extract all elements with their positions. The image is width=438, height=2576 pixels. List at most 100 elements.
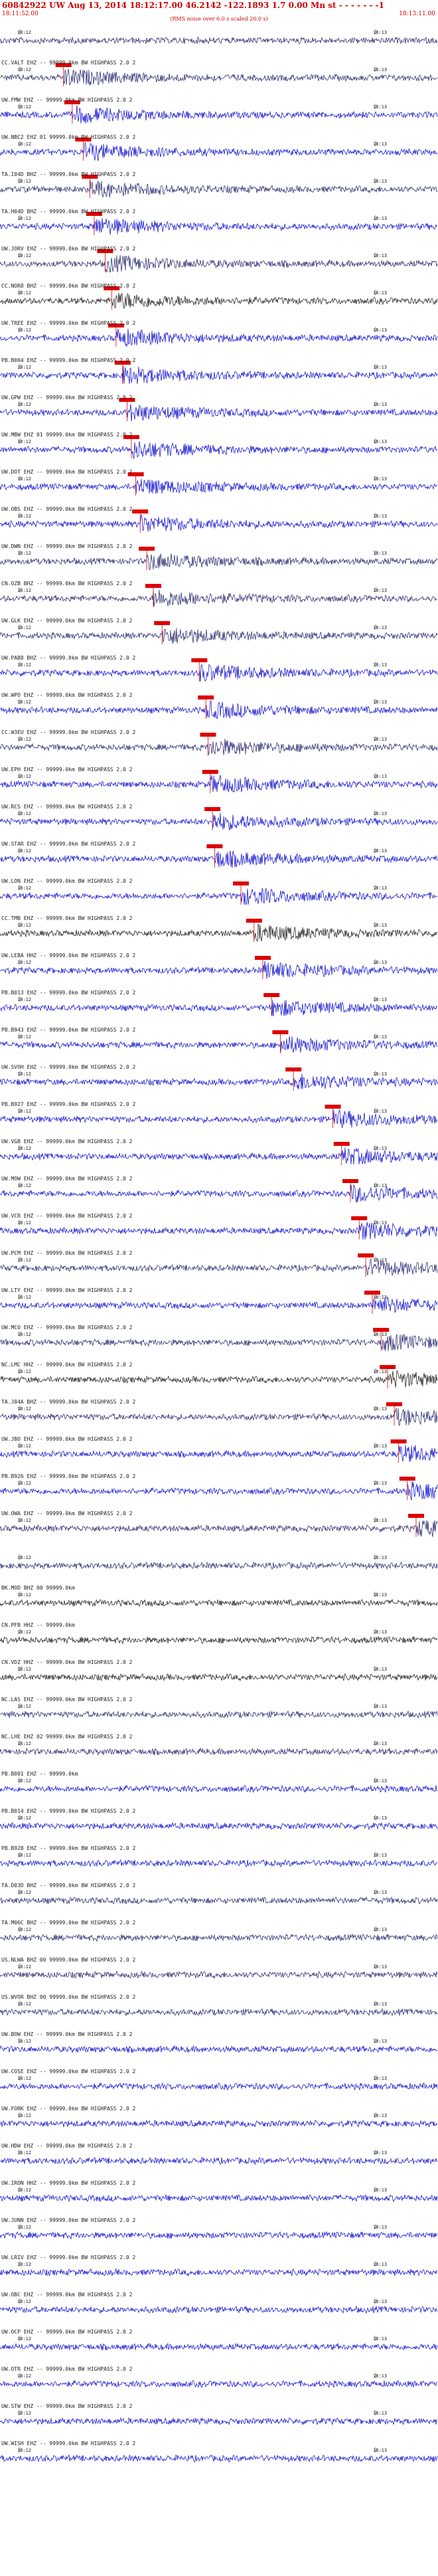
phase-pick-marker (263, 993, 280, 997)
waveform-line (0, 1635, 438, 1645)
waveform-line (0, 1970, 438, 1979)
station-label: UW.MBW EHZ 01 99999.0km BW HIGHPASS 2.0 … (1, 432, 133, 438)
waveform-plot (0, 1592, 438, 1608)
station-label: UW.JUNN EHZ -- 99999.0km BW HIGHPASS 2.0… (1, 2217, 136, 2223)
event-title: 60842922 UW Aug 13, 2014 18:12:17.00 46.… (2, 1, 384, 10)
station-label: UW.OCP EHZ -- 99999.0km BW HIGHPASS 2.0 … (1, 2329, 133, 2335)
trace-row: PB.B928 EHZ -- 99999.0km BW HIGHPASS 2.0… (0, 1845, 438, 1872)
trace-row: UW.FMW EHZ -- 99999.0km BW HIGHPASS 2.0 … (0, 97, 438, 124)
trace-row: PB.B004 EHZ -- 99999.0km BW HIGHPASS 2.0… (0, 357, 438, 384)
waveform-plot (0, 1402, 438, 1426)
tick-label-left: 18:12 (17, 2001, 32, 2007)
waveform-line (0, 254, 438, 272)
tick-label-left: 18:12 (17, 402, 32, 407)
tick-label-left: 18:12 (17, 960, 32, 965)
waveform-line (0, 1036, 438, 1053)
tick-label-left: 18:12 (17, 1853, 32, 1858)
waveform-plot (0, 29, 438, 45)
phase-pick-marker (380, 1365, 396, 1369)
waveform-line (0, 1222, 438, 1240)
phase-pick-marker (55, 63, 72, 67)
trace-row: CC.VALT EHZ -- 99999.0km BW HIGHPASS 2.0… (0, 60, 438, 86)
tick-label-left: 18:12 (17, 885, 32, 891)
station-label: PB.B014 EHZ -- 99999.0km BW HIGHPASS 2.0… (1, 1808, 136, 1814)
trace-row: PB.B013 EHZ -- 99999.0km BW HIGHPASS 2.0… (0, 990, 438, 1016)
waveform-plot (0, 1291, 438, 1314)
station-label: UW.MOW EHZ -- 99999.0km BW HIGHPASS 2.0 … (1, 1176, 133, 1182)
waveform-plot (0, 2410, 438, 2426)
waveform-line (0, 2417, 438, 2426)
waveform-line (0, 1784, 438, 1793)
waveform-line (0, 1481, 438, 1500)
waveform-plot (0, 1216, 438, 1240)
waveform-plot (0, 2336, 438, 2351)
phase-pick-marker (358, 1253, 374, 1257)
tick-label-right: 18:13 (373, 1034, 388, 1040)
trace-row: UW.BOW EHZ -- 99999.0km BW HIGHPASS 2.0 … (0, 2031, 438, 2058)
tick-label-left: 18:12 (17, 588, 32, 593)
station-label: UW.WISH EHZ -- 99999.0km BW HIGHPASS 2.0… (1, 2440, 136, 2446)
tick-label-right: 18:13 (373, 2150, 388, 2156)
waveform-line (0, 1710, 438, 1719)
tick-label-right: 18:13 (373, 141, 388, 147)
waveform-line (0, 2007, 438, 2017)
trace-row: UW.OTR EHZ -- 99999.0km BW HIGHPASS 2.0 … (0, 2366, 438, 2393)
waveform-plot (0, 1067, 438, 1091)
trace-row: UW.WPO EHZ -- 99999.0km BW HIGHPASS 2.0 … (0, 692, 438, 719)
station-label: UW.EPH EHZ -- 99999.0km BW HIGHPASS 2.0 … (1, 767, 133, 773)
trace-row: UW.SVOH EHZ -- 99999.0km BW HIGHPASS 2.0… (0, 1064, 438, 1091)
waveform-plot (0, 993, 438, 1016)
waveform-plot (0, 249, 438, 272)
station-label: CN.OZB BHZ -- 99999.0km BW HIGHPASS 2.0 … (1, 581, 133, 587)
waveform-line (0, 441, 438, 458)
tick-label-left: 18:12 (17, 737, 32, 742)
station-label: CC.W3EU EHZ -- 99999.0km BW HIGHPASS 2.0… (1, 729, 136, 735)
tick-label-left: 18:12 (17, 923, 32, 928)
tick-label-right: 18:13 (373, 513, 388, 519)
trace-row: TA.H04D BHZ -- 99999.0km BW HIGHPASS 2.0… (0, 209, 438, 235)
trace-row: 18:12 18:13 (0, 23, 438, 49)
tick-label-right: 18:13 (373, 1704, 388, 1709)
station-label: UW.FMW EHZ -- 99999.0km BW HIGHPASS 2.0 … (1, 97, 133, 103)
waveform-plot (0, 472, 438, 496)
trace-row: CN.PFB HHZ -- 99999.0km 18:12 18:13 (0, 1622, 438, 1649)
tick-label-left: 18:12 (17, 774, 32, 779)
trace-row: UW.MBW EHZ 01 99999.0km BW HIGHPASS 2.0 … (0, 432, 438, 458)
phase-pick-marker (64, 100, 80, 104)
tick-label-right: 18:13 (373, 1518, 388, 1523)
tick-label-right: 18:13 (373, 1257, 388, 1263)
phase-pick-marker (119, 398, 135, 402)
waveform-plot (0, 361, 438, 384)
trace-row: UW.DOT EHZ -- 99999.0km BW HIGHPASS 2.0 … (0, 469, 438, 496)
waveform-plot (0, 1477, 438, 1500)
waveform-plot (0, 2298, 438, 2314)
tick-label-left: 18:12 (17, 216, 32, 221)
tick-label-right: 18:13 (373, 2225, 388, 2230)
tick-label-right: 18:13 (373, 1964, 388, 1970)
waveform-line (0, 2045, 438, 2053)
tick-label-right: 18:13 (373, 2187, 388, 2193)
tick-label-right: 18:13 (373, 2076, 388, 2081)
tick-label-right: 18:13 (373, 104, 388, 110)
tick-label-right: 18:13 (373, 2113, 388, 2118)
waveform-plot (0, 1328, 438, 1351)
tick-label-left: 18:12 (17, 365, 32, 370)
station-label: PB.B001 EHZ -- 99999.0km (1, 1771, 78, 1777)
trace-row: CC.W3EU EHZ -- 99999.0km BW HIGHPASS 2.0… (0, 729, 438, 756)
station-label: UW.HDW EHZ -- 99999.0km BW HIGHPASS 2.0 … (1, 2143, 133, 2149)
waveform-plot (0, 807, 438, 830)
waveform-line (0, 328, 438, 347)
waveform-plot (0, 1253, 438, 1277)
trace-row: UW.VGB EHZ -- 99999.0km BW HIGHPASS 2.0 … (0, 1139, 438, 1165)
waveform-plot (0, 2261, 438, 2277)
tick-label-right: 18:13 (373, 1071, 388, 1077)
tick-label-left: 18:12 (17, 1183, 32, 1188)
waveform-line (0, 2342, 438, 2351)
station-label: PB.B928 EHZ -- 99999.0km BW HIGHPASS 2.0… (1, 1845, 136, 1851)
station-label: UW.MCO EHZ -- 99999.0km BW HIGHPASS 2.0 … (1, 1325, 133, 1331)
phase-pick-marker (191, 658, 208, 662)
waveform-line (0, 1109, 438, 1128)
trace-row: UW.PCM EHZ -- 99999.0km BW HIGHPASS 2.0 … (0, 1250, 438, 1277)
waveform-line (0, 218, 438, 235)
end-time: 18:13:11.00 (399, 11, 435, 17)
